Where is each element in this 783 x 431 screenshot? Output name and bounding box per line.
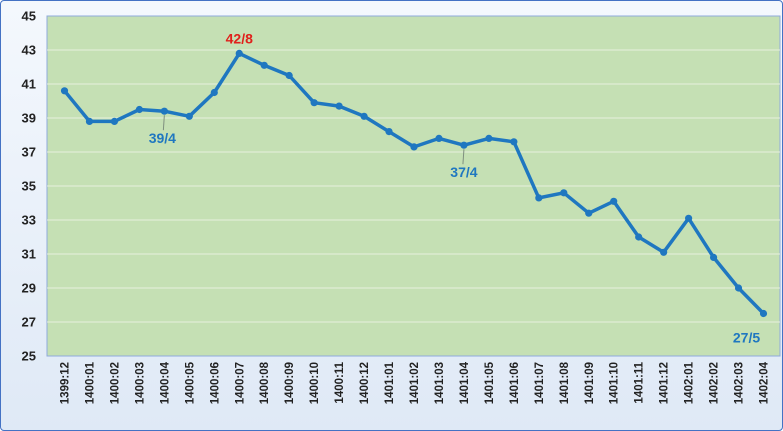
x-tick-label-1400-05: 1400:05 <box>184 361 196 404</box>
data-point-1401-11 <box>635 233 643 241</box>
data-point-1401-05 <box>485 134 493 142</box>
data-point-1401-10 <box>610 197 618 205</box>
data-point-1399-12 <box>60 87 69 95</box>
data-point-1400-05 <box>185 112 193 120</box>
x-tick-label-1400-06: 1400:06 <box>209 362 221 404</box>
x-tick-label-1401-10: 1401:10 <box>609 362 621 404</box>
x-tick-label-1402-01: 1402:01 <box>684 361 696 404</box>
x-tick-label-1401-11: 1401:11 <box>634 361 646 403</box>
data-label-27-5: 27/5 <box>733 330 760 346</box>
data-label-39-4: 39/4 <box>149 130 176 146</box>
x-tick-label-1401-12: 1401:12 <box>659 362 671 404</box>
x-tick-label-1401-06: 1401:06 <box>509 362 521 404</box>
x-tick-label-1401-08: 1401:08 <box>559 361 571 404</box>
x-tick-label-1400-04: 1400:04 <box>159 361 171 404</box>
data-point-1400-03 <box>135 105 143 114</box>
x-tick-label-1400-07: 1400:07 <box>234 362 246 404</box>
x-tick-label-1401-01: 1401:01 <box>384 361 396 404</box>
data-point-1401-08 <box>560 189 568 197</box>
data-point-1401-04 <box>460 141 468 149</box>
data-label-42-8: 42/8 <box>226 30 253 46</box>
x-tick-label-1401-05: 1401:05 <box>484 361 496 404</box>
data-point-1401-06 <box>510 138 518 146</box>
data-point-1400-04 <box>160 107 168 115</box>
data-point-1400-02 <box>110 117 119 125</box>
data-point-1400-10 <box>310 99 318 107</box>
data-point-1402-04 <box>759 309 768 318</box>
y-tick-label-41: 41 <box>22 77 36 92</box>
x-tick-label-1400-08: 1400:08 <box>259 361 271 404</box>
data-point-1402-03 <box>734 284 743 292</box>
annotation-leader-2 <box>462 149 465 165</box>
data-point-1401-03 <box>435 134 443 142</box>
y-tick-label-43: 43 <box>22 43 36 58</box>
y-tick-label-39: 39 <box>22 111 36 126</box>
data-point-1402-01 <box>685 214 693 222</box>
data-point-1400-12 <box>360 112 368 120</box>
data-point-1402-02 <box>709 253 718 261</box>
data-label-37-4: 37/4 <box>450 164 477 180</box>
x-tick-label-1400-01: 1400:01 <box>84 361 96 404</box>
data-point-1401-02 <box>410 143 418 151</box>
x-tick-label-1400-12: 1400:12 <box>359 362 371 404</box>
y-tick-label-31: 31 <box>22 247 36 262</box>
data-point-1401-12 <box>660 248 668 256</box>
x-tick-label-1400-03: 1400:03 <box>134 362 146 404</box>
data-point-1400-06 <box>210 88 218 97</box>
x-tick-label-1401-03: 1401:03 <box>434 362 446 404</box>
data-point-1401-09 <box>585 209 593 217</box>
y-tick-label-35: 35 <box>22 179 36 194</box>
data-point-1401-07 <box>535 194 543 202</box>
x-tick-label-1402-04: 1402:04 <box>759 361 771 404</box>
data-point-1400-11 <box>335 102 343 110</box>
y-tick-label-25: 25 <box>22 349 36 364</box>
data-point-1400-09 <box>285 71 293 80</box>
x-tick-label-1399-12: 1399:12 <box>60 362 72 404</box>
x-tick-label-1402-02: 1402:02 <box>709 362 721 404</box>
annotation-leader-1 <box>162 115 165 131</box>
data-point-1400-07 <box>235 49 243 58</box>
x-tick-label-1400-02: 1400:02 <box>109 362 121 404</box>
x-tick-label-1400-11: 1400:11 <box>334 361 346 403</box>
data-point-1400-01 <box>85 117 94 125</box>
data-point-1401-01 <box>385 128 393 136</box>
y-tick-label-45: 45 <box>22 9 36 24</box>
y-tick-label-33: 33 <box>22 213 36 228</box>
x-tick-label-1401-02: 1401:02 <box>409 362 421 404</box>
x-tick-label-1401-09: 1401:09 <box>584 362 596 404</box>
y-tick-label-29: 29 <box>22 281 36 296</box>
x-tick-label-1402-03: 1402:03 <box>734 362 746 404</box>
x-tick-label-1401-07: 1401:07 <box>534 362 546 404</box>
x-tick-label-1400-10: 1400:10 <box>309 362 321 404</box>
x-tick-label-1401-04: 1401:04 <box>459 361 471 404</box>
y-tick-label-27: 27 <box>22 315 36 330</box>
y-tick-label-37: 37 <box>22 145 36 160</box>
x-tick-label-1400-09: 1400:09 <box>284 362 296 404</box>
data-point-1400-08 <box>260 61 268 69</box>
